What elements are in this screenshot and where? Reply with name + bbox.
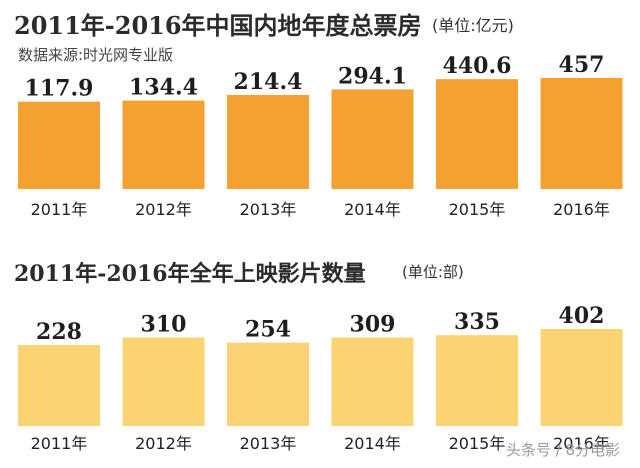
- bar-5: [436, 79, 518, 189]
- value-label-4: 309: [350, 312, 396, 338]
- bar-6: [540, 78, 623, 189]
- value-label-6: 402: [559, 303, 605, 329]
- value-label-2: 310: [141, 311, 187, 337]
- category-label-6: 2016年: [553, 200, 610, 219]
- bar-5: [436, 335, 518, 426]
- category-label-4: 2014年: [344, 200, 401, 219]
- value-label-1: 117.9: [25, 76, 94, 102]
- category-label-2: 2012年: [135, 434, 192, 453]
- box-office-bar-chart: 117.9 2011年 134.4 2012年 214.4 2013年 294.1 2014年…: [18, 52, 623, 219]
- category-label-1: 2011年: [31, 200, 88, 219]
- bar-4: [331, 89, 414, 189]
- value-label-3: 214.4: [234, 69, 303, 95]
- value-label-3: 254: [245, 317, 291, 343]
- chart2-title: 2011年-2016年全年上映影片数量: [14, 261, 366, 287]
- chart1-title: 2011年-2016年中国内地年度总票房: [14, 11, 422, 40]
- value-label-2: 134.4: [129, 75, 198, 101]
- value-label-5: 335: [454, 309, 500, 335]
- bar-1: [18, 345, 100, 426]
- chart2-unit: (单位:部): [402, 263, 464, 281]
- bar-6: [540, 329, 623, 426]
- value-label-6: 457: [559, 52, 605, 78]
- value-label-1: 228: [36, 319, 82, 345]
- bar-3: [227, 94, 309, 189]
- value-label-5: 440.6: [443, 53, 512, 79]
- bar-1: [18, 101, 100, 189]
- category-label-1: 2011年: [31, 434, 88, 453]
- category-label-2: 2012年: [135, 200, 192, 219]
- value-label-4: 294.1: [338, 63, 407, 89]
- chart1-unit: (单位:亿元): [432, 16, 514, 35]
- category-label-5: 2015年: [449, 434, 506, 453]
- category-label-4: 2014年: [344, 434, 401, 453]
- category-label-3: 2013年: [240, 200, 297, 219]
- category-label-6: 2016年: [553, 434, 610, 453]
- bar-3: [227, 342, 309, 426]
- bar-4: [331, 337, 414, 426]
- chart1-source: 数据来源:时光网专业版: [18, 46, 174, 64]
- watermark: 头条号 / 8分电影: [505, 441, 620, 459]
- category-label-5: 2015年: [449, 200, 506, 219]
- bar-2: [122, 337, 205, 426]
- bar-2: [122, 100, 205, 189]
- category-label-3: 2013年: [240, 434, 297, 453]
